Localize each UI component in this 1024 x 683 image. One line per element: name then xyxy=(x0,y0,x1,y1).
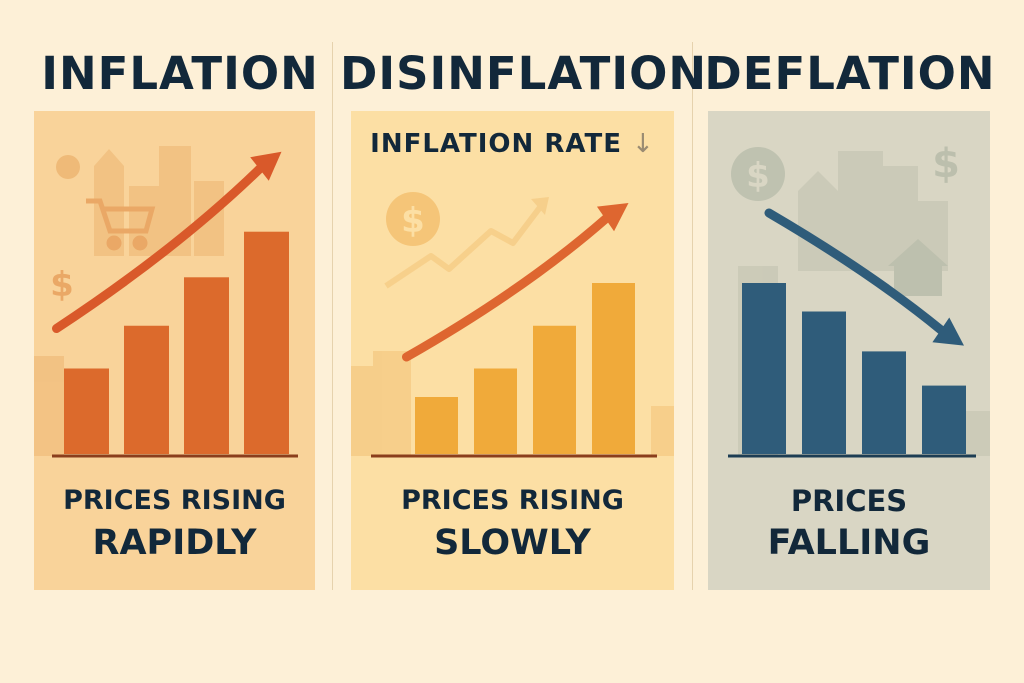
inflation-rate-text: INFLATION RATE xyxy=(370,129,622,159)
deflation-chart: $ $ xyxy=(728,141,990,458)
inflation-panel: $ PRICES RISING RAPIDLY xyxy=(34,111,315,590)
dollar-sign-icon: $ xyxy=(932,141,960,187)
caption-line-1: PRICES RISING xyxy=(401,485,624,516)
inflation-rate-label: INFLATION RATE ↓ xyxy=(351,129,674,159)
trend-arrow-shaft xyxy=(402,214,610,362)
dollar-sign-icon: $ xyxy=(386,192,440,246)
bar xyxy=(244,231,289,454)
bar xyxy=(415,397,458,454)
caption-line-1: PRICES xyxy=(790,484,908,518)
sun-icon xyxy=(56,155,80,179)
disinflation-chart: $ xyxy=(351,192,674,458)
trend-arrow-head xyxy=(932,317,964,346)
deflation-heading: DEFLATION xyxy=(704,47,996,100)
arrow-down-icon: ↓ xyxy=(632,129,655,159)
bar xyxy=(184,277,229,454)
column-divider xyxy=(692,42,693,590)
inflation-chart: $ xyxy=(34,146,298,458)
dollar-sign-icon: $ xyxy=(50,265,74,305)
deflation-panel: $ $ PRICES FALLING xyxy=(708,111,990,590)
bar xyxy=(474,368,517,454)
house-icon xyxy=(888,239,948,296)
inflation-caption: PRICES RISING RAPIDLY xyxy=(34,481,315,565)
trend-arrow-shaft xyxy=(764,208,946,335)
bar xyxy=(592,283,635,454)
disinflation-caption: PRICES RISING SLOWLY xyxy=(351,481,674,565)
trend-arrow-head xyxy=(250,151,282,181)
bar xyxy=(742,283,786,454)
caption-line-2: SLOWLY xyxy=(434,523,591,563)
caption-line-2: RAPIDLY xyxy=(92,523,257,563)
dollar-sign-icon: $ xyxy=(731,147,785,201)
disinflation-heading: DISINFLATION xyxy=(340,47,708,100)
caption-line-2: FALLING xyxy=(767,523,931,563)
deflation-caption: PRICES FALLING xyxy=(708,481,990,565)
svg-text:$: $ xyxy=(746,156,770,196)
city-skyline-icon xyxy=(351,351,674,456)
shopping-cart-icon xyxy=(86,198,156,251)
bar xyxy=(862,351,906,454)
disinflation-panel: $ INFLATION RATE ↓ PRICES RISING SLOWLY xyxy=(351,111,674,590)
bar xyxy=(64,368,109,454)
caption-line-1: PRICES RISING xyxy=(63,485,286,516)
faded-trend-arrow xyxy=(384,197,549,289)
column-divider xyxy=(332,42,333,590)
trend-arrow-head xyxy=(596,203,629,232)
trend-arrow-shaft xyxy=(52,164,264,333)
bar xyxy=(802,311,846,454)
inflation-heading: INFLATION xyxy=(41,47,319,100)
bar xyxy=(922,385,966,454)
svg-text:$: $ xyxy=(401,201,425,241)
bar xyxy=(533,325,576,454)
bar xyxy=(124,325,169,454)
